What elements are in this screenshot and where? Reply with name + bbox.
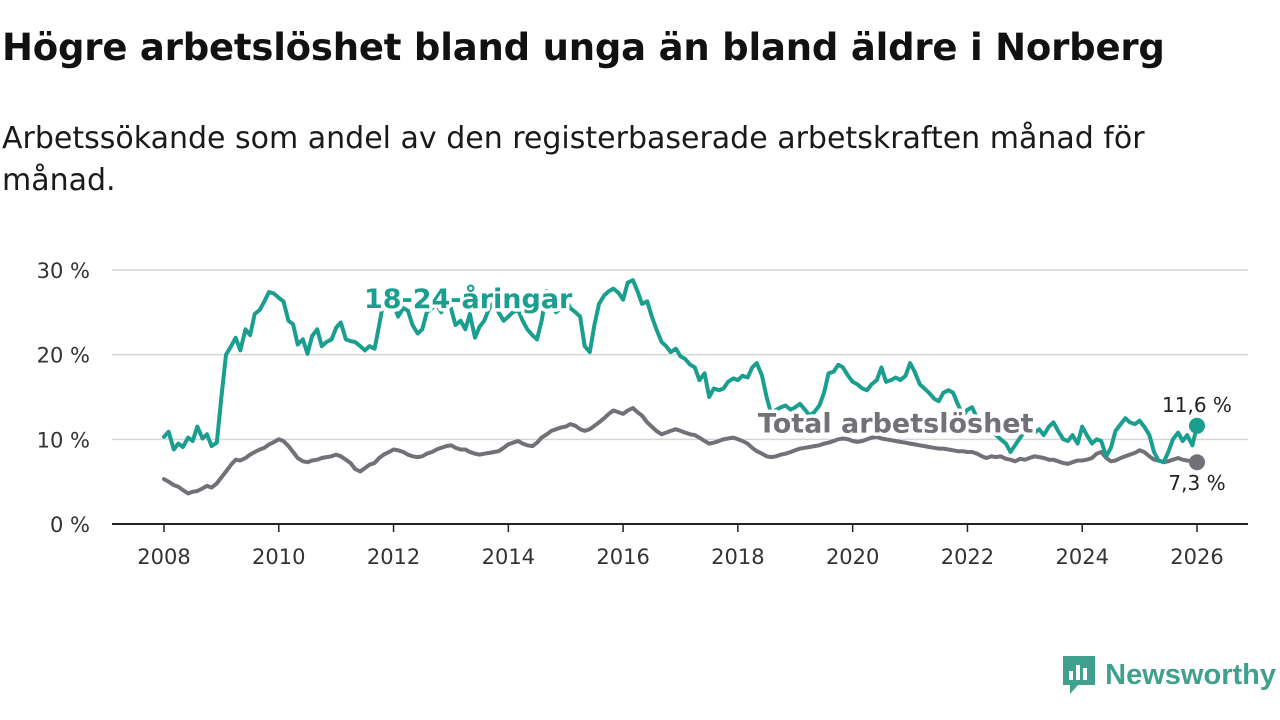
chart-subtitle: Arbetssökande som andel av den registerb… [2, 121, 1145, 198]
y-tick-label: 20 % [37, 344, 90, 368]
series-labels: 18-24-åringar 11,6 % Total arbetslöshet 7,3… [360, 280, 1234, 498]
series-end-label-0: 11,6 % [1162, 393, 1232, 417]
chart-title: Högre arbetslöshet bland unga än bland ä… [2, 26, 1165, 69]
x-tick-label: 2010 [252, 545, 305, 569]
series-end-label-1: 7,3 % [1168, 471, 1225, 495]
series-label-0: 18-24-åringar [364, 283, 573, 315]
y-tick-label: 0 % [50, 513, 90, 537]
x-tick-label: 2024 [1055, 545, 1108, 569]
x-axis: 2008 2010 2012 2014 2016 2018 2020 2022 2024 2026 [112, 523, 1248, 569]
series-end-dot-0 [1189, 417, 1205, 434]
brand-name: Newsworthy [1105, 658, 1276, 691]
series-line-0 [162, 278, 1199, 465]
newsworthy-brand: Newsworthy [1061, 654, 1276, 696]
y-tick-label: 30 % [37, 259, 90, 283]
series-lines [162, 278, 1205, 496]
x-tick-label: 2020 [826, 545, 879, 569]
x-tick-label: 2008 [137, 545, 190, 569]
series-label-1: Total arbetslöshet [758, 409, 1034, 440]
x-tick-label: 2016 [596, 545, 649, 569]
x-tick-label: 2022 [941, 545, 994, 569]
x-tick-label: 2026 [1170, 545, 1223, 569]
x-tick-label: 2012 [367, 545, 420, 569]
y-tick-label: 10 % [37, 428, 90, 452]
newsworthy-logo-icon [1063, 656, 1096, 694]
x-tick-label: 2018 [711, 545, 764, 569]
series-end-dot-1 [1189, 454, 1205, 471]
series-line-1 [162, 406, 1199, 496]
x-tick-label: 2014 [482, 545, 535, 569]
